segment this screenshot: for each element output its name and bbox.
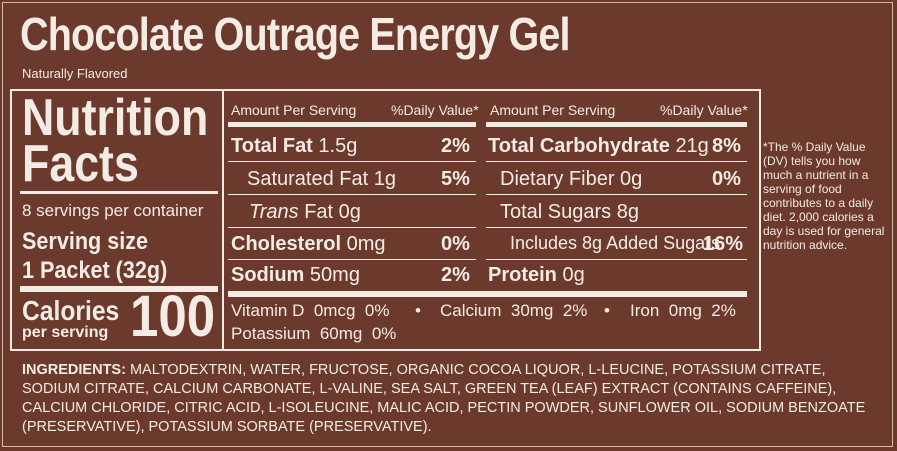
daily-value-footnote: *The % Daily Value (DV) tells you how mu… xyxy=(763,140,885,252)
left-header-rule xyxy=(228,122,476,127)
right-header-rule xyxy=(486,122,747,127)
right-dv-header: %Daily Value* xyxy=(660,102,748,118)
row-rule xyxy=(486,227,747,228)
nutrient-dv: 2% xyxy=(441,135,470,157)
calories-subtitle: per serving xyxy=(22,324,109,341)
row-rule xyxy=(486,259,747,260)
nutrient-dv: 5% xyxy=(441,168,470,190)
left-dv-header: %Daily Value* xyxy=(391,102,479,118)
nutrient-dv: 16% xyxy=(703,233,744,255)
iron-line: Iron 0mg 2% xyxy=(630,301,736,320)
nutrient-row: Sodium 50mg xyxy=(231,264,360,286)
serving-size-value: 1 Packet (32g) xyxy=(22,257,168,284)
bullet: • xyxy=(604,301,610,320)
calories-value: 100 xyxy=(130,284,216,349)
right-amount-header: Amount Per Serving xyxy=(490,102,616,118)
bullet: • xyxy=(415,301,421,320)
row-rule xyxy=(486,161,747,162)
nutrition-panel: Nutrition Facts 8 servings per container… xyxy=(10,89,761,351)
serving-rule xyxy=(20,286,218,292)
potassium-line: Potassium 60mg 0% xyxy=(231,324,397,343)
facts-heading-line2: Facts xyxy=(22,135,139,193)
nutrient-row: Includes 8g Added Sugars xyxy=(510,233,721,253)
nutrient-row: Total Fat 1.5g xyxy=(231,135,358,157)
nutrient-row: Cholesterol 0mg xyxy=(231,233,386,255)
calcium-line: Calcium 30mg 2% xyxy=(440,301,588,320)
nutrient-row: Dietary Fiber 0g xyxy=(500,168,643,190)
nutrient-dv: 0% xyxy=(712,168,741,190)
nutrient-row: Total Sugars 8g xyxy=(500,201,639,223)
row-rule xyxy=(228,161,476,162)
row-rule xyxy=(228,194,476,195)
vitamin-rule xyxy=(228,291,747,297)
nutrient-dv: 8% xyxy=(712,135,741,157)
left-amount-header: Amount Per Serving xyxy=(231,102,357,118)
column-divider xyxy=(222,91,224,349)
product-title: Chocolate Outrage Energy Gel xyxy=(20,8,571,60)
facts-heading: Nutrition Facts xyxy=(22,89,209,193)
row-rule xyxy=(228,259,476,260)
ingredients-label: INGREDIENTS: xyxy=(22,362,126,378)
serving-size: Serving size 1 Packet (32g) xyxy=(22,227,167,285)
row-rule xyxy=(486,194,747,195)
nutrient-row: Protein 0g xyxy=(488,264,585,286)
nutrient-dv: 0% xyxy=(441,233,470,255)
nutrient-row: Trans Fat 0g xyxy=(249,201,361,223)
product-subtitle: Naturally Flavored xyxy=(22,66,128,81)
facts-heading-line1: Nutrition xyxy=(22,89,209,147)
vitamin-line-1: Vitamin D 0mcg 0% xyxy=(231,301,390,320)
heading-rule xyxy=(20,191,218,194)
row-rule xyxy=(228,227,476,228)
ingredients: INGREDIENTS: MALTODEXTRIN, WATER, FRUCTO… xyxy=(22,361,882,437)
calories-label: Calories xyxy=(22,295,120,326)
nutrient-row: Total Carbohydrate 21g xyxy=(488,135,709,157)
nutrient-dv: 2% xyxy=(441,264,470,286)
serving-size-label: Serving size xyxy=(22,228,149,255)
ingredients-text: MALTODEXTRIN, WATER, FRUCTOSE, ORGANIC C… xyxy=(22,362,866,435)
servings-per-container: 8 servings per container xyxy=(22,201,204,220)
nutrient-row: Saturated Fat 1g xyxy=(247,168,396,190)
